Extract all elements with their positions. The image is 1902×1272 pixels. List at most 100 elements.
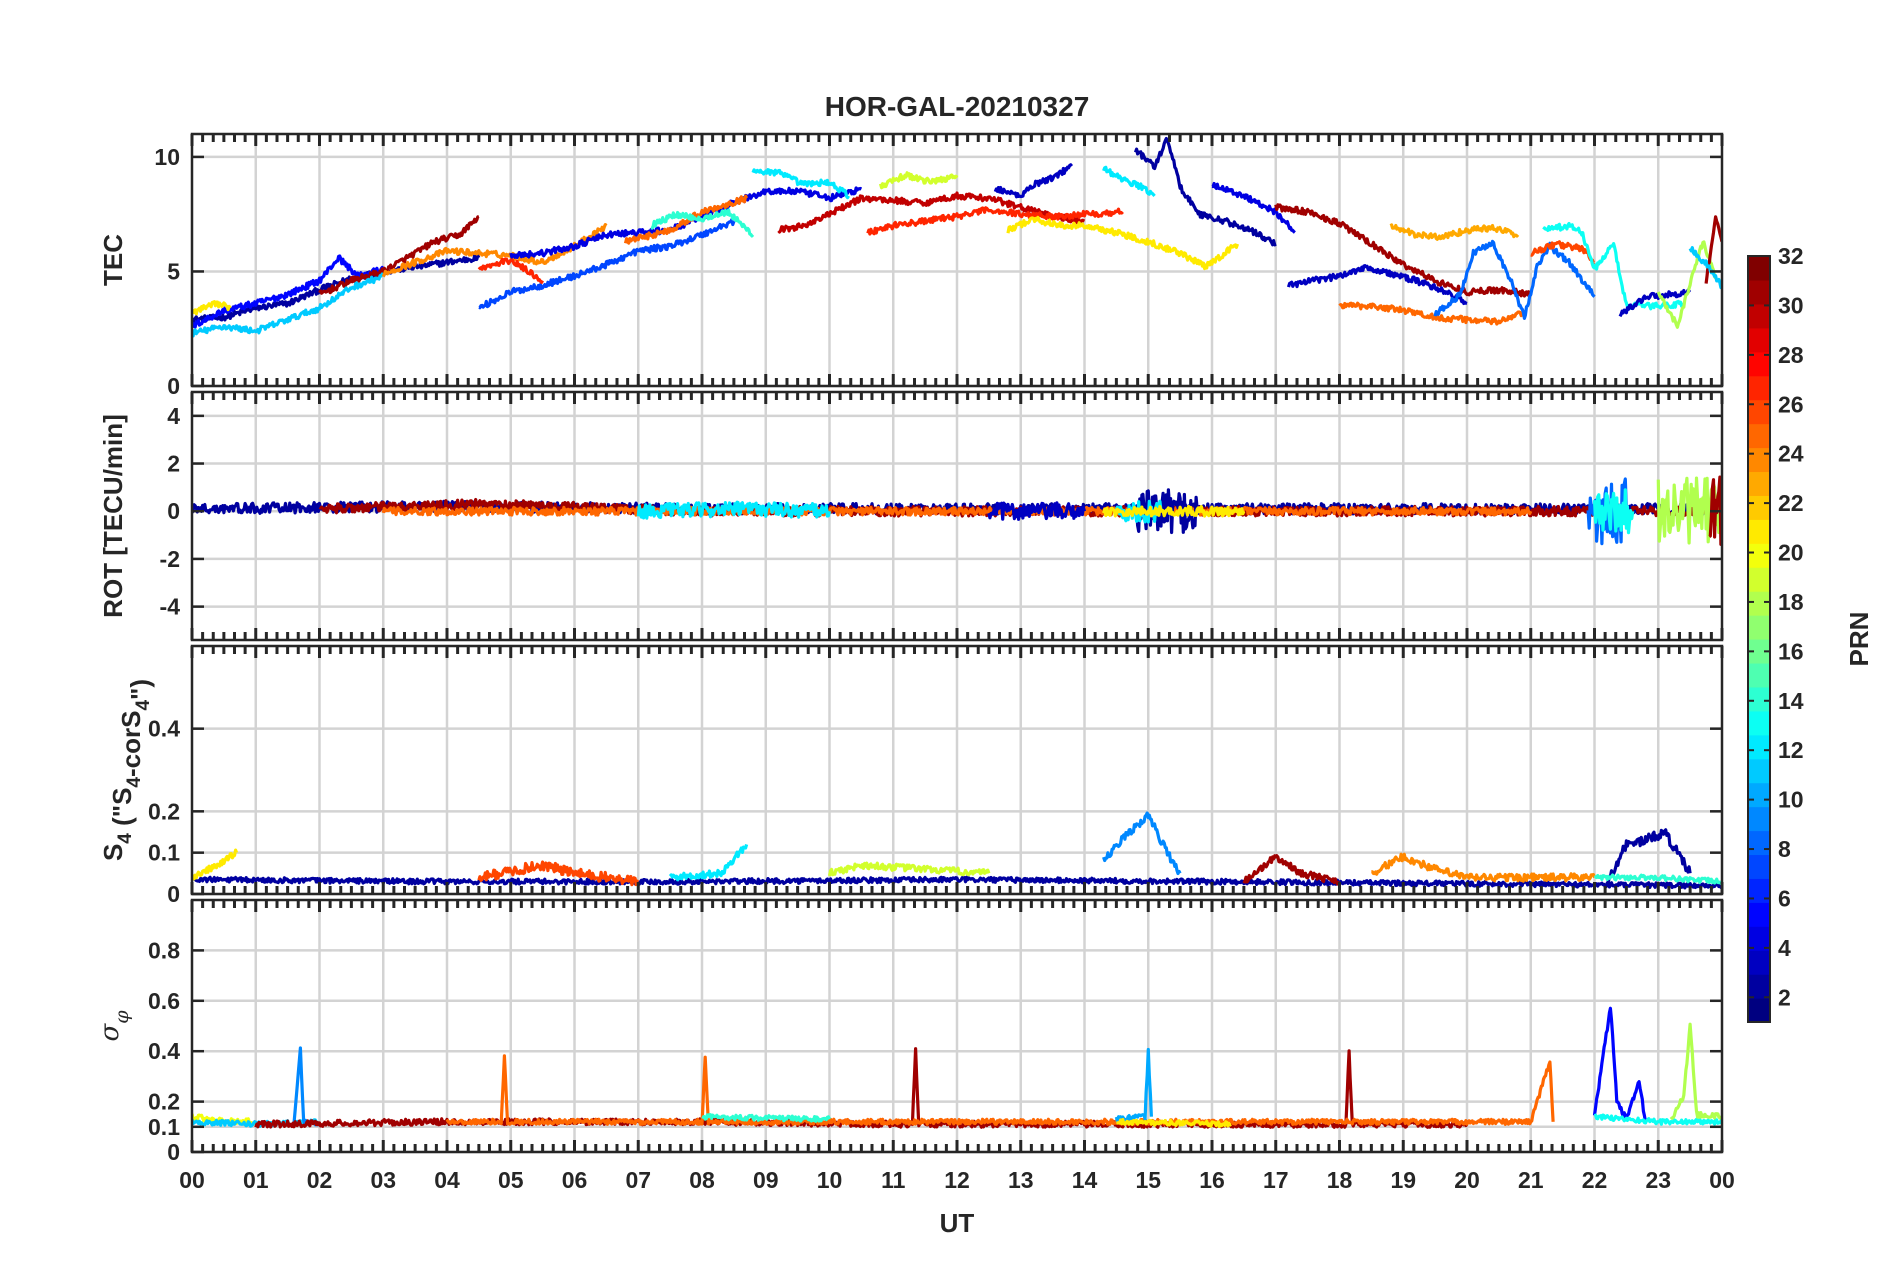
series-rot-prn-13 [1592,488,1635,535]
colorbar-tick-label: 6 [1778,885,1791,911]
series-rot-prn-2 [1134,488,1201,535]
colorbar-segment [1748,806,1770,832]
series-tec-prn-3 [1286,264,1468,306]
y-tick-label: 10 [154,144,180,170]
x-tick-label: 18 [1327,1167,1353,1193]
series-tec-prn-26 [1530,240,1596,265]
colorbar-segment [1748,902,1770,927]
series-rot-prn-21 [1102,504,1246,518]
x-tick-label: 07 [625,1167,651,1193]
colorbar-segment [1748,399,1770,425]
series-tec-prn-27 [866,206,1124,236]
x-tick-label: 22 [1582,1167,1608,1193]
series-tec-prn-31 [1274,203,1533,298]
series-rot-prn-12 [636,500,832,520]
x-tick-label: 10 [817,1167,843,1193]
x-tick-label: 17 [1263,1167,1289,1193]
series-s4-prn-12 [668,843,749,882]
colorbar-segment [1748,926,1770,951]
panel-tec-series [192,136,1722,338]
series-sigma_phi-prn-21 [1115,1117,1232,1129]
y-tick-label: -2 [160,546,180,572]
colorbar-segment [1748,256,1770,281]
x-tick-label: 04 [434,1167,460,1193]
series-s4-prn-14 [1593,873,1722,886]
colorbar-tick-label: 26 [1778,391,1804,417]
panel-sigma_phi: 00.10.2 0.4 0.6 0.8 σφ [95,898,1724,1165]
colorbar-frame [1747,255,1771,1023]
x-tick-label: 16 [1199,1167,1225,1193]
colorbar-label: PRN [1844,612,1874,667]
x-tick-label: 09 [753,1167,779,1193]
series-s4-prn-19 [827,861,991,877]
series-tec-prn-5 [192,254,385,329]
x-tick-label: 13 [1008,1167,1034,1193]
y-tick-label: 4 [167,403,180,429]
colorbar-tick-label: 28 [1778,342,1804,368]
y-axis-label-s4: S4 ("S4-corS4") [98,679,155,861]
colorbar-segment [1748,327,1770,353]
panel-tec: 0 5 10 TEC [98,132,1724,399]
x-tick-label: 19 [1390,1167,1416,1193]
y-tick-label: 0.4 [148,716,180,742]
series-sigma_phi-prn-14 [701,1112,831,1123]
x-tick-label: 12 [944,1167,970,1193]
x-tick-label: 20 [1454,1167,1480,1193]
colorbar-tick-label: 8 [1778,836,1791,862]
x-tick-label: 02 [307,1167,333,1193]
x-tick-label: 03 [370,1167,396,1193]
colorbar-segment [1748,591,1770,616]
colorbar-segment [1748,303,1770,329]
series-s4-prn-2 [1605,828,1692,885]
series-s4-prn-31 [1242,854,1341,886]
colorbar-segment [1748,662,1770,688]
series-tec-prn-13 [1542,221,1686,311]
colorbar-tick-label: 20 [1778,540,1804,566]
colorbar-tick-label: 12 [1778,737,1804,763]
colorbar-segment [1748,279,1770,305]
y-tick-label: 0 [167,1139,180,1165]
colorbar-segment [1748,998,1770,1023]
series-tec-prn-31 [318,214,480,295]
x-axis: 00 01 02 03 04 05 06 07 08 09 10 11 12 13 14 15 16 17 18 19… [179,1167,1735,1193]
series-tec-prn-11 [1688,246,1722,290]
y-tick-label: 5 [167,258,180,284]
x-tick-label: 21 [1518,1167,1544,1193]
y-tick-label: 0 [167,881,180,907]
series-tec-prn-27 [477,257,544,284]
colorbar-segment [1748,782,1770,808]
y-tick-label: 0.1 [148,840,180,866]
y-tick-label: 0.1 [148,1114,180,1140]
series-tec-prn-7 [478,218,736,310]
series-rot-prn-31 [1708,475,1722,546]
colorbar-segment [1748,447,1770,473]
series-tec-prn-2 [1133,136,1277,247]
x-tick-label: 01 [243,1167,269,1193]
series-tec-prn-3 [1618,288,1692,318]
series-sigma_phi-prn-13 [1593,1113,1722,1126]
colorbar-tick-label: 2 [1778,984,1791,1010]
series-tec-prn-21 [192,300,232,316]
colorbar-segment [1748,519,1770,544]
series-s4-prn-9 [1102,811,1182,876]
colorbar-segment [1748,375,1770,401]
series-tec-prn-25 [1338,301,1526,326]
x-tick-label: 15 [1135,1167,1161,1193]
x-tick-label: 00 [179,1167,205,1193]
colorbar-tick-label: 18 [1778,589,1804,615]
x-tick-label: 14 [1072,1167,1098,1193]
series-tec-prn-19 [878,171,959,190]
colorbar-segment [1748,351,1770,377]
x-tick-label: 11 [881,1167,906,1193]
y-axis-label-sigma_phi: σφ [95,1010,133,1042]
series-tec-prn-23 [1389,223,1520,241]
colorbar-tick-label: 14 [1778,688,1804,714]
x-tick-label: 05 [498,1167,524,1193]
series-tec-prn-25 [623,194,749,245]
y-tick-label: -4 [160,594,181,620]
series-tec-prn-2 [192,253,481,325]
x-axis-label: UT [940,1208,975,1238]
y-tick-label: 0.2 [148,798,180,824]
colorbar-segment [1748,543,1770,568]
